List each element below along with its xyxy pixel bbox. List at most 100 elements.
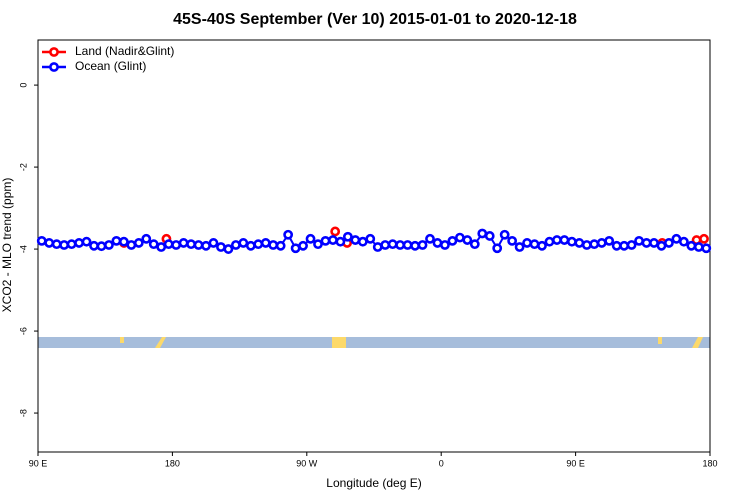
point	[574, 238, 585, 248]
point	[372, 242, 383, 252]
point	[410, 240, 420, 251]
land-band	[332, 337, 346, 348]
x-tick-label: 180	[702, 458, 717, 468]
point	[701, 243, 712, 254]
point	[305, 233, 316, 244]
point	[156, 242, 167, 252]
point	[330, 226, 341, 237]
point	[507, 235, 518, 246]
y-tick-label: -6	[18, 327, 28, 335]
point	[96, 241, 107, 252]
point	[671, 233, 682, 244]
x-tick-label: 90 W	[296, 458, 318, 468]
point	[462, 235, 473, 245]
point	[686, 240, 697, 251]
point	[589, 239, 600, 250]
point	[66, 239, 77, 250]
y-axis-label: XCO2 - MLO trend (ppm)	[0, 178, 14, 313]
point	[260, 238, 271, 248]
point	[626, 240, 637, 250]
point	[581, 240, 592, 250]
point	[320, 235, 331, 246]
point	[544, 236, 555, 247]
point	[559, 235, 570, 245]
point	[634, 235, 644, 246]
point	[469, 239, 480, 250]
point	[193, 240, 204, 250]
point	[454, 232, 465, 243]
point	[201, 240, 211, 251]
point	[59, 240, 70, 250]
chart-title: 45S-40S September (Ver 10) 2015-01-01 to…	[173, 11, 577, 28]
point	[380, 240, 391, 250]
point	[611, 240, 622, 251]
point	[477, 228, 488, 239]
point	[253, 239, 264, 250]
land-band	[120, 337, 124, 343]
point	[596, 238, 607, 248]
point	[432, 238, 443, 248]
point	[656, 240, 667, 251]
land-band	[658, 337, 662, 344]
point	[342, 231, 353, 242]
point	[693, 242, 704, 252]
y-tick-label: -8	[18, 409, 28, 417]
point	[171, 240, 182, 250]
point	[230, 240, 241, 250]
point	[357, 236, 368, 247]
point	[537, 240, 547, 251]
point	[245, 240, 256, 251]
point	[36, 235, 47, 246]
point	[216, 242, 226, 252]
point	[74, 238, 84, 248]
x-tick-label: 180	[165, 458, 180, 468]
point	[238, 238, 249, 248]
land-band	[692, 337, 703, 348]
x-tick-label: 0	[439, 458, 444, 468]
point	[365, 233, 376, 244]
point	[44, 238, 55, 248]
point	[619, 240, 630, 251]
point	[268, 240, 279, 250]
point	[552, 235, 562, 245]
point	[417, 240, 428, 250]
point	[104, 240, 114, 250]
point	[81, 236, 92, 247]
legend-label: Ocean (Glint)	[75, 59, 146, 73]
point	[290, 243, 301, 254]
point	[335, 236, 346, 247]
point	[699, 233, 709, 244]
point	[313, 239, 323, 250]
point	[514, 242, 525, 252]
point	[447, 235, 458, 246]
surface-band	[38, 337, 710, 348]
point	[133, 238, 144, 248]
point	[499, 229, 510, 240]
x-tick-label: 90 E	[566, 458, 585, 468]
point	[208, 238, 219, 248]
y-tick-label: -2	[18, 163, 28, 171]
y-tick-label: 0	[18, 83, 28, 88]
point	[440, 240, 450, 250]
point	[51, 239, 62, 250]
point	[186, 239, 196, 250]
land-band	[155, 337, 166, 348]
legend-label: Land (Nadir&Glint)	[75, 44, 174, 58]
legend-marker	[49, 62, 59, 72]
point	[118, 236, 129, 247]
point	[402, 240, 413, 250]
point	[484, 231, 495, 241]
x-axis-label: Longitude (deg E)	[326, 476, 421, 490]
point	[649, 238, 659, 248]
point	[163, 239, 174, 250]
y-tick-label: -4	[18, 245, 28, 253]
point	[678, 236, 689, 247]
point	[89, 240, 99, 251]
point	[492, 243, 503, 254]
point	[425, 233, 435, 244]
point	[111, 235, 122, 246]
series	[36, 228, 712, 254]
point	[283, 229, 294, 240]
point	[328, 235, 338, 245]
point	[350, 235, 361, 245]
